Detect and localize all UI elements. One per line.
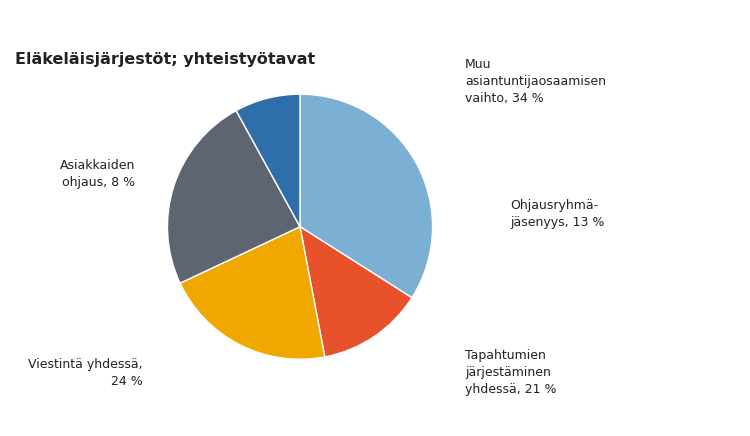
Text: Eläkeläisjärjestöt; yhteistyötavat: Eläkeläisjärjestöt; yhteistyötavat xyxy=(15,52,315,67)
Text: Muu
asiantuntijaosaamisen
vaihto, 34 %: Muu asiantuntijaosaamisen vaihto, 34 % xyxy=(465,58,606,105)
Wedge shape xyxy=(300,94,433,298)
Text: Ohjausryhmä-
jäsenyys, 13 %: Ohjausryhmä- jäsenyys, 13 % xyxy=(510,199,604,228)
Text: Asiakkaiden
ohjaus, 8 %: Asiakkaiden ohjaus, 8 % xyxy=(60,160,135,189)
Wedge shape xyxy=(180,227,325,359)
Wedge shape xyxy=(167,111,300,283)
Text: Viestintä yhdessä,
24 %: Viestintä yhdessä, 24 % xyxy=(28,358,142,388)
Wedge shape xyxy=(236,94,300,227)
Text: Tapahtumien
järjestäminen
yhdessä, 21 %: Tapahtumien järjestäminen yhdessä, 21 % xyxy=(465,349,556,396)
Wedge shape xyxy=(300,227,412,357)
